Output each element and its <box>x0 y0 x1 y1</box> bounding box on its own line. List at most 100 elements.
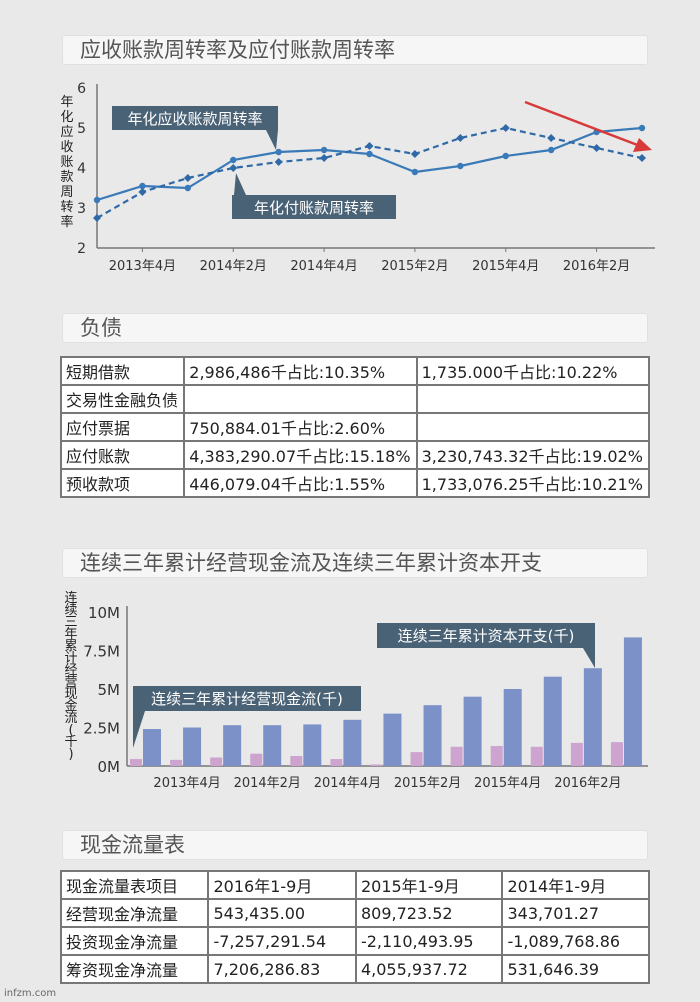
section-title-cashflow-capex: 连续三年累计经营现金流及连续三年累计资本开支 <box>62 548 648 578</box>
table-cell: 2,986,486千占比:10.35% <box>183 356 418 386</box>
capex-bar <box>503 689 522 766</box>
table-cell: 投资现金净流量 <box>59 926 210 956</box>
cashflow-bar <box>610 742 623 766</box>
capex-bar <box>583 668 602 766</box>
table-cell: 交易性金融负债 <box>59 384 186 414</box>
y-tick-label: 2.5M <box>83 720 120 738</box>
payable-point <box>501 124 510 132</box>
receivable-point <box>275 148 282 156</box>
section-title-cashflow-statement: 现金流量表 <box>62 830 648 860</box>
cashflow-bar <box>170 759 183 766</box>
callout-pointer <box>266 130 278 150</box>
capex-bar <box>623 637 642 766</box>
y-axis-title: 连续三年累计经营现金流(千) <box>64 590 77 762</box>
receivable-point <box>547 146 555 154</box>
liabilities-row: 预收款项 446,079.04千占比:1.55% 1,733,076.25千占比:1… <box>59 468 651 498</box>
liabilities-row: 应付票据 750,884.01千占比:2.60% <box>59 412 651 442</box>
cashflow-bar <box>570 742 583 766</box>
payable-point <box>638 154 646 162</box>
cashflow-bar <box>450 746 463 766</box>
liabilities-table: 短期借款 2,986,486千占比:10.35% 1,735.000千占比:10.2… <box>59 356 651 498</box>
callout-box <box>112 106 278 130</box>
cashflow-row: 投资现金净流量 -7,257,291.54 -2,110,493.95 -1,089,… <box>59 926 650 956</box>
callout-label: 连续三年累计资本开支(千) <box>398 627 575 645</box>
payable-point <box>183 174 192 182</box>
receivable-point <box>411 168 419 176</box>
capex-bar <box>343 719 362 766</box>
payable-point <box>456 134 465 142</box>
liabilities-row: 应付账款 4,383,290.07千占比:15.18% 3,230,743.32千占… <box>59 440 651 470</box>
payable-point <box>365 142 374 150</box>
x-tick-label: 2016年2月 <box>563 259 630 274</box>
table-cell: 应付票据 <box>59 412 186 442</box>
y-tick-label: 10M <box>88 604 120 622</box>
y-axis-title: 年化应收账款周转率 <box>60 95 73 230</box>
table-cell: -2,110,493.95 <box>354 926 504 956</box>
table-cell: 3,230,743.32千占比:19.02% <box>415 440 651 470</box>
payable-point <box>592 144 601 152</box>
x-tick-label: 2014年4月 <box>314 776 381 791</box>
trend-arrow-line <box>524 100 641 148</box>
x-tick-label: 2013年4月 <box>109 259 176 274</box>
capex-bar <box>383 713 402 766</box>
y-tick-label: 6 <box>77 81 86 97</box>
payable-point <box>547 134 556 142</box>
capex-bar <box>303 724 322 766</box>
capex-bar <box>223 725 242 766</box>
y-tick-label: 2 <box>77 241 86 257</box>
table-cell: 4,383,290.07千占比:15.18% <box>183 440 418 470</box>
payable-point <box>410 150 419 158</box>
cashflow-bar <box>210 757 223 766</box>
x-tick-label: 2015年2月 <box>381 259 448 274</box>
payable-point <box>229 164 238 172</box>
capex-bar <box>463 696 482 766</box>
y-tick-label: 3 <box>77 201 86 217</box>
x-tick-label: 2015年4月 <box>474 776 541 791</box>
y-tick-label: 5M <box>98 681 121 699</box>
receivable-point <box>366 150 373 158</box>
payable-callout: 年化付账款周转率 <box>232 173 396 219</box>
table-cell: 预收款项 <box>59 468 186 498</box>
capex-callout: 连续三年累计资本开支(千) <box>377 623 595 668</box>
payable-point <box>320 154 329 162</box>
cashflow-callout: 连续三年累计经营现金流(千) <box>133 686 361 748</box>
payable-point <box>138 188 147 196</box>
table-cell: 短期借款 <box>59 356 186 386</box>
table-cell: 现金流量表项目 <box>59 870 210 900</box>
receivable-point <box>320 146 328 154</box>
table-cell: 7,206,286.83 <box>207 954 357 984</box>
y-tick-label: 7.5M <box>83 643 120 661</box>
callout-label: 连续三年累计经营现金流(千) <box>151 690 343 708</box>
table-cell: 531,646.39 <box>501 954 650 984</box>
callout-pointer <box>583 648 595 668</box>
section-title-liabilities: 负债 <box>62 313 648 343</box>
table-cell <box>183 384 418 414</box>
cashflow-bar <box>370 764 383 766</box>
cashflow-capex-bar-chart: 0M 2.5M 5M 7.5M 10M 连续三年累计经营现金流(千) 2013年4月 2014… <box>64 590 648 791</box>
table-cell: 筹资现金净流量 <box>59 954 210 984</box>
cashflow-row: 筹资现金净流量 7,206,286.83 4,055,937.72 531,646.3… <box>59 954 650 984</box>
x-tick-label: 2014年2月 <box>200 259 267 274</box>
footer-source: infzm.com <box>4 988 57 999</box>
receivable-callout: 年化应收账款周转率 <box>112 106 278 150</box>
turnover-line-chart: 2 3 4 5 6 年化应收账款周转率 2013年4月 2014年2月 2014年4月 2015年… <box>60 81 655 274</box>
table-cell: -7,257,291.54 <box>207 926 357 956</box>
x-tick-label: 2016年2月 <box>554 776 621 791</box>
table-cell: 经营现金净流量 <box>59 898 210 928</box>
capex-bar <box>543 676 562 766</box>
callout-box <box>232 195 396 219</box>
callout-pointer <box>234 173 246 195</box>
receivable-turnover-line <box>96 126 643 202</box>
table-cell: 1,735.000千占比:10.22% <box>415 356 651 386</box>
receivable-point <box>457 162 464 170</box>
y-tick-label: 4 <box>77 161 86 177</box>
x-tick-label: 2014年2月 <box>234 776 301 791</box>
table-cell: 809,723.52 <box>354 898 504 928</box>
table-cell <box>415 412 651 442</box>
cashflow-bar <box>490 745 503 766</box>
capex-bar <box>263 725 282 766</box>
callout-pointer <box>133 711 145 748</box>
cashflow-row: 经营现金净流量 543,435.00 809,723.52 343,701.27 <box>59 898 650 928</box>
callout-label: 年化应收账款周转率 <box>127 110 262 128</box>
capex-bar <box>423 705 442 766</box>
